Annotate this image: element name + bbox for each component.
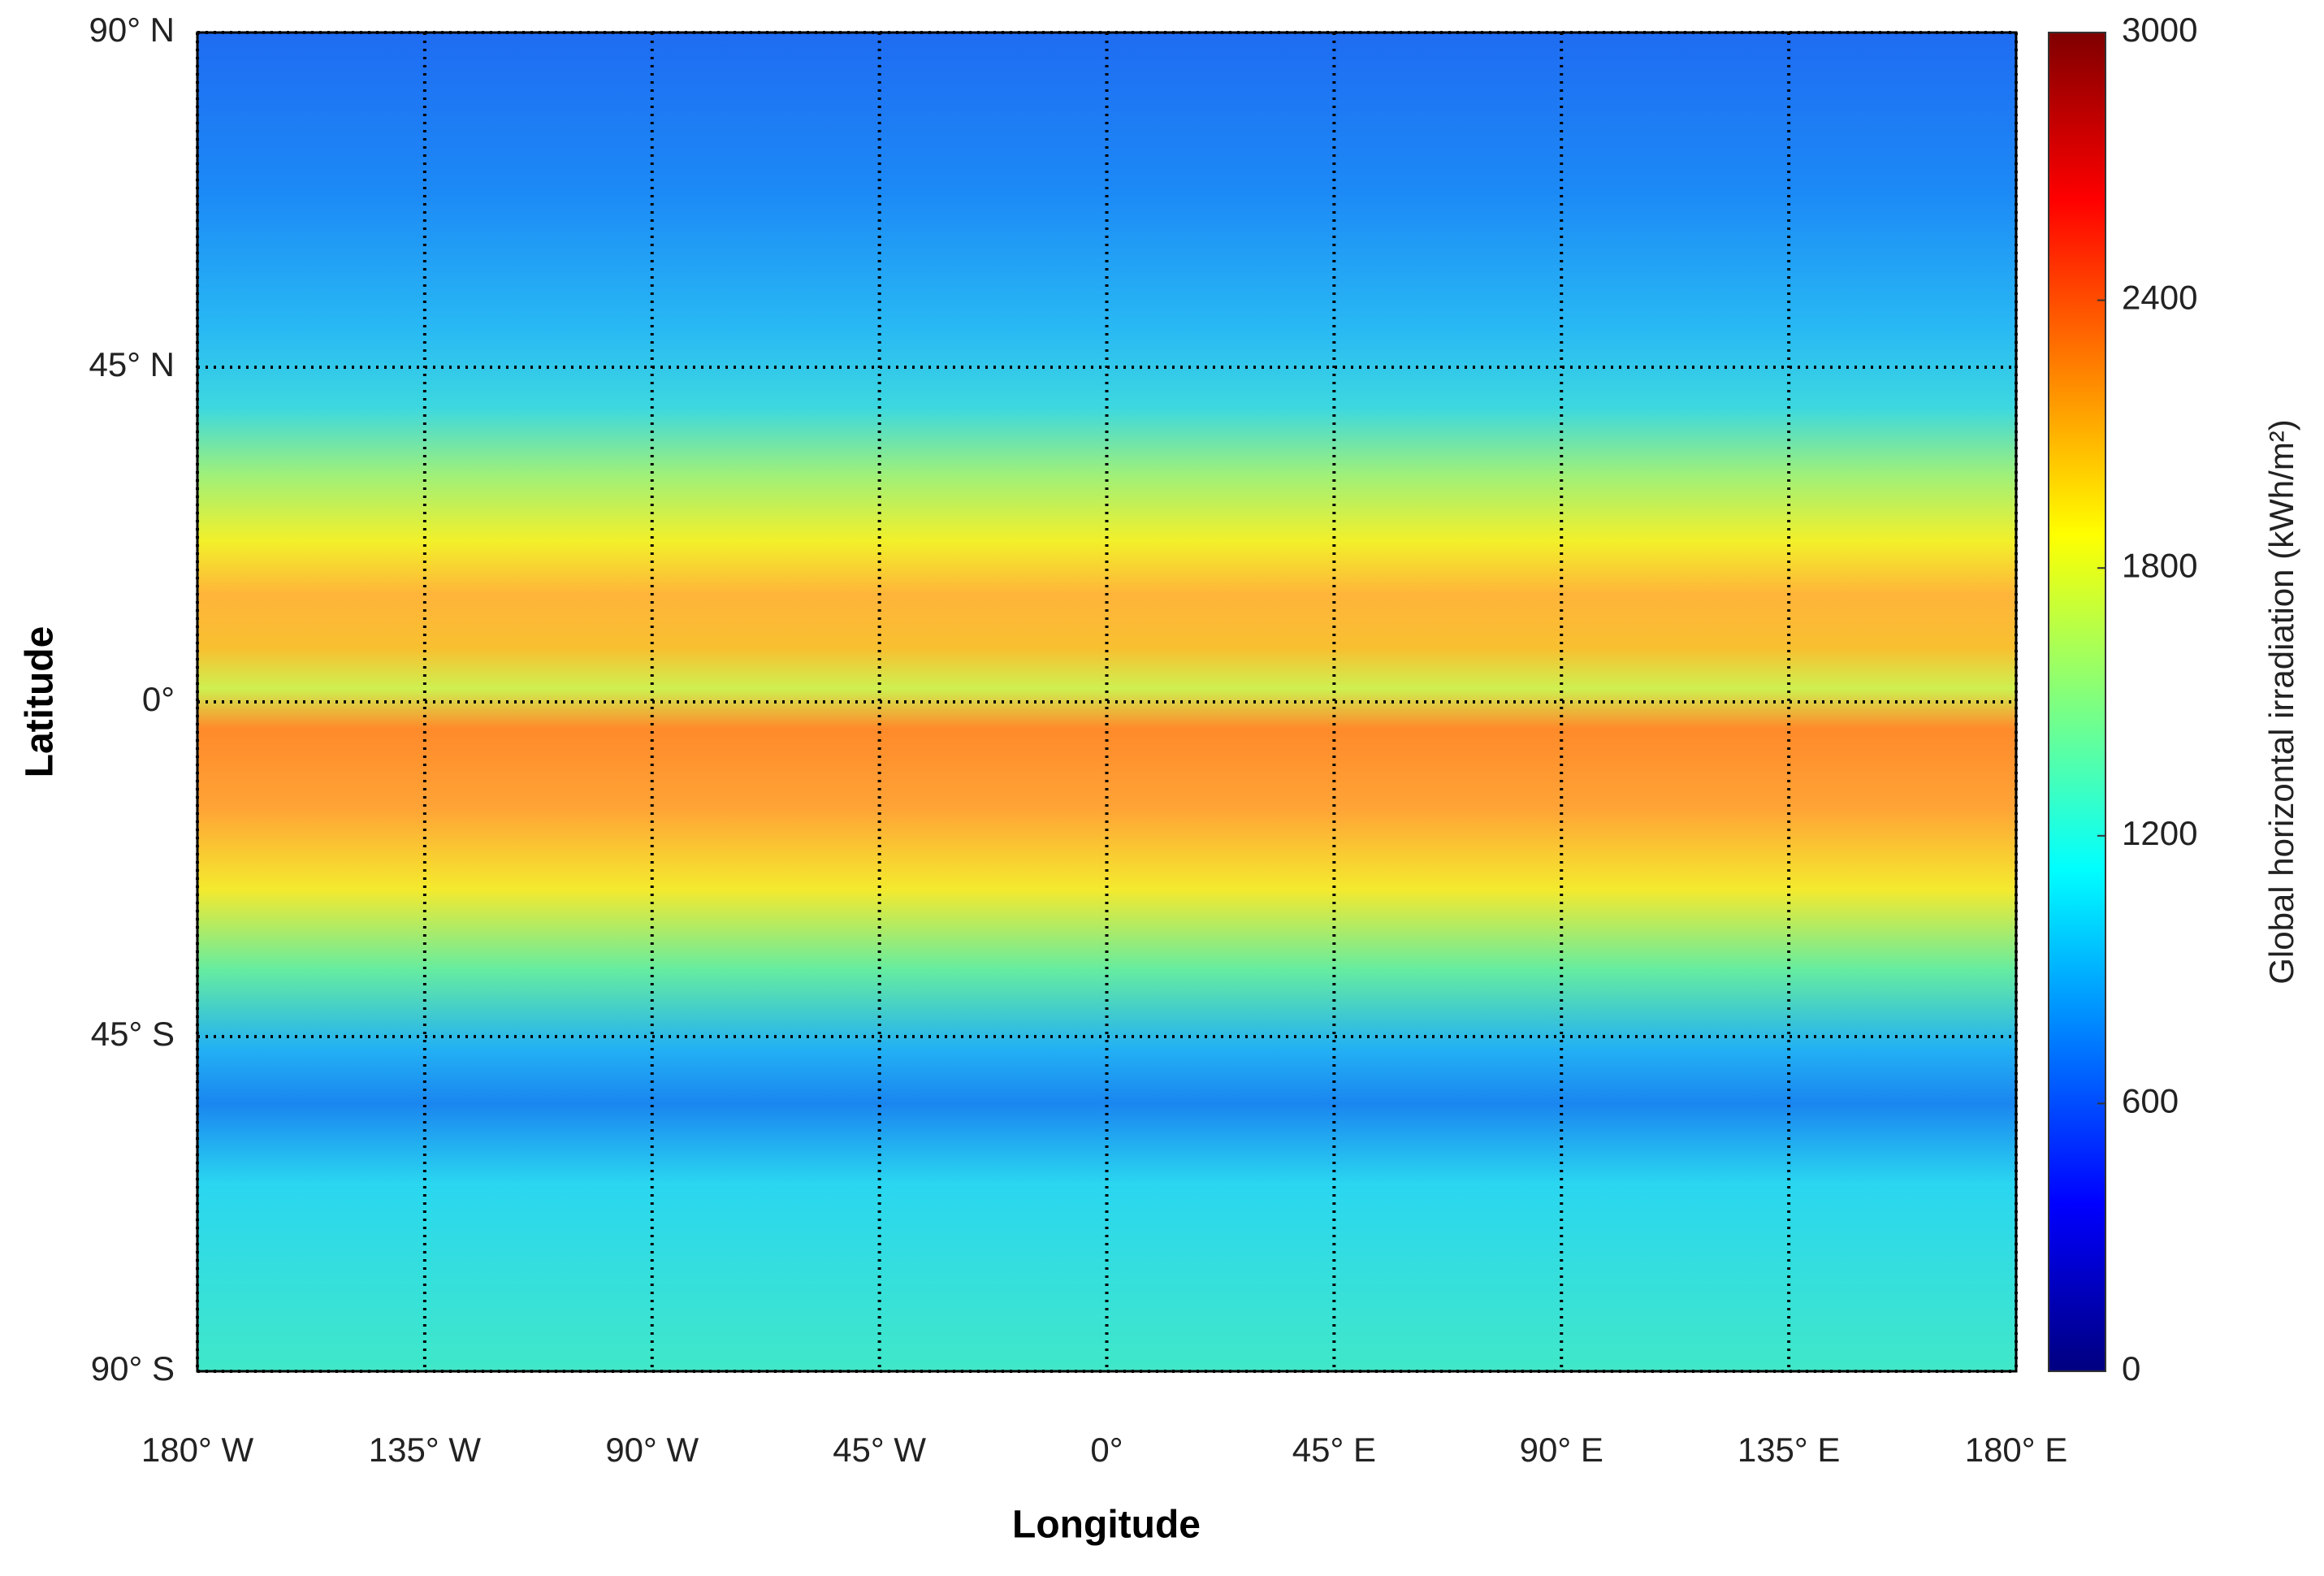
y-tick-label: 45° N: [89, 345, 175, 383]
x-tick-label: 90° E: [1520, 1431, 1603, 1469]
y-axis-title: Latitude: [19, 626, 62, 778]
x-tick-label: 135° E: [1738, 1431, 1841, 1469]
x-tick-label: 45° W: [833, 1431, 926, 1469]
colorbar-tick-label: 3000: [2122, 11, 2197, 49]
colorbar: [2048, 32, 2106, 1372]
colorbar-tick-label: 600: [2122, 1081, 2179, 1119]
colorbar-label: Global horizontal irradiation (kWh/m²): [2262, 419, 2300, 985]
x-axis-title: Longitude: [1012, 1504, 1201, 1547]
x-tick-label: 135° W: [369, 1431, 482, 1469]
y-tick-label: 0°: [142, 680, 175, 718]
x-tick-label: 0°: [1090, 1431, 1123, 1469]
x-tick-label: 90° W: [605, 1431, 699, 1469]
x-tick-label: 180° E: [1965, 1431, 2068, 1469]
irradiation-field: [197, 32, 2016, 1371]
colorbar-tick-label: 0: [2122, 1349, 2140, 1388]
x-tick-label: 180° W: [141, 1431, 254, 1469]
colorbar-tick-label: 1200: [2122, 814, 2197, 852]
colorbar-tick-label: 1800: [2122, 546, 2197, 584]
x-tick-label: 45° E: [1292, 1431, 1376, 1469]
colorbar-tick-label: 2400: [2122, 279, 2197, 317]
y-tick-label: 45° S: [91, 1015, 175, 1053]
y-tick-label: 90° S: [91, 1349, 175, 1388]
plot-frame: [196, 31, 2018, 1373]
y-tick-label: 90° N: [89, 11, 175, 49]
